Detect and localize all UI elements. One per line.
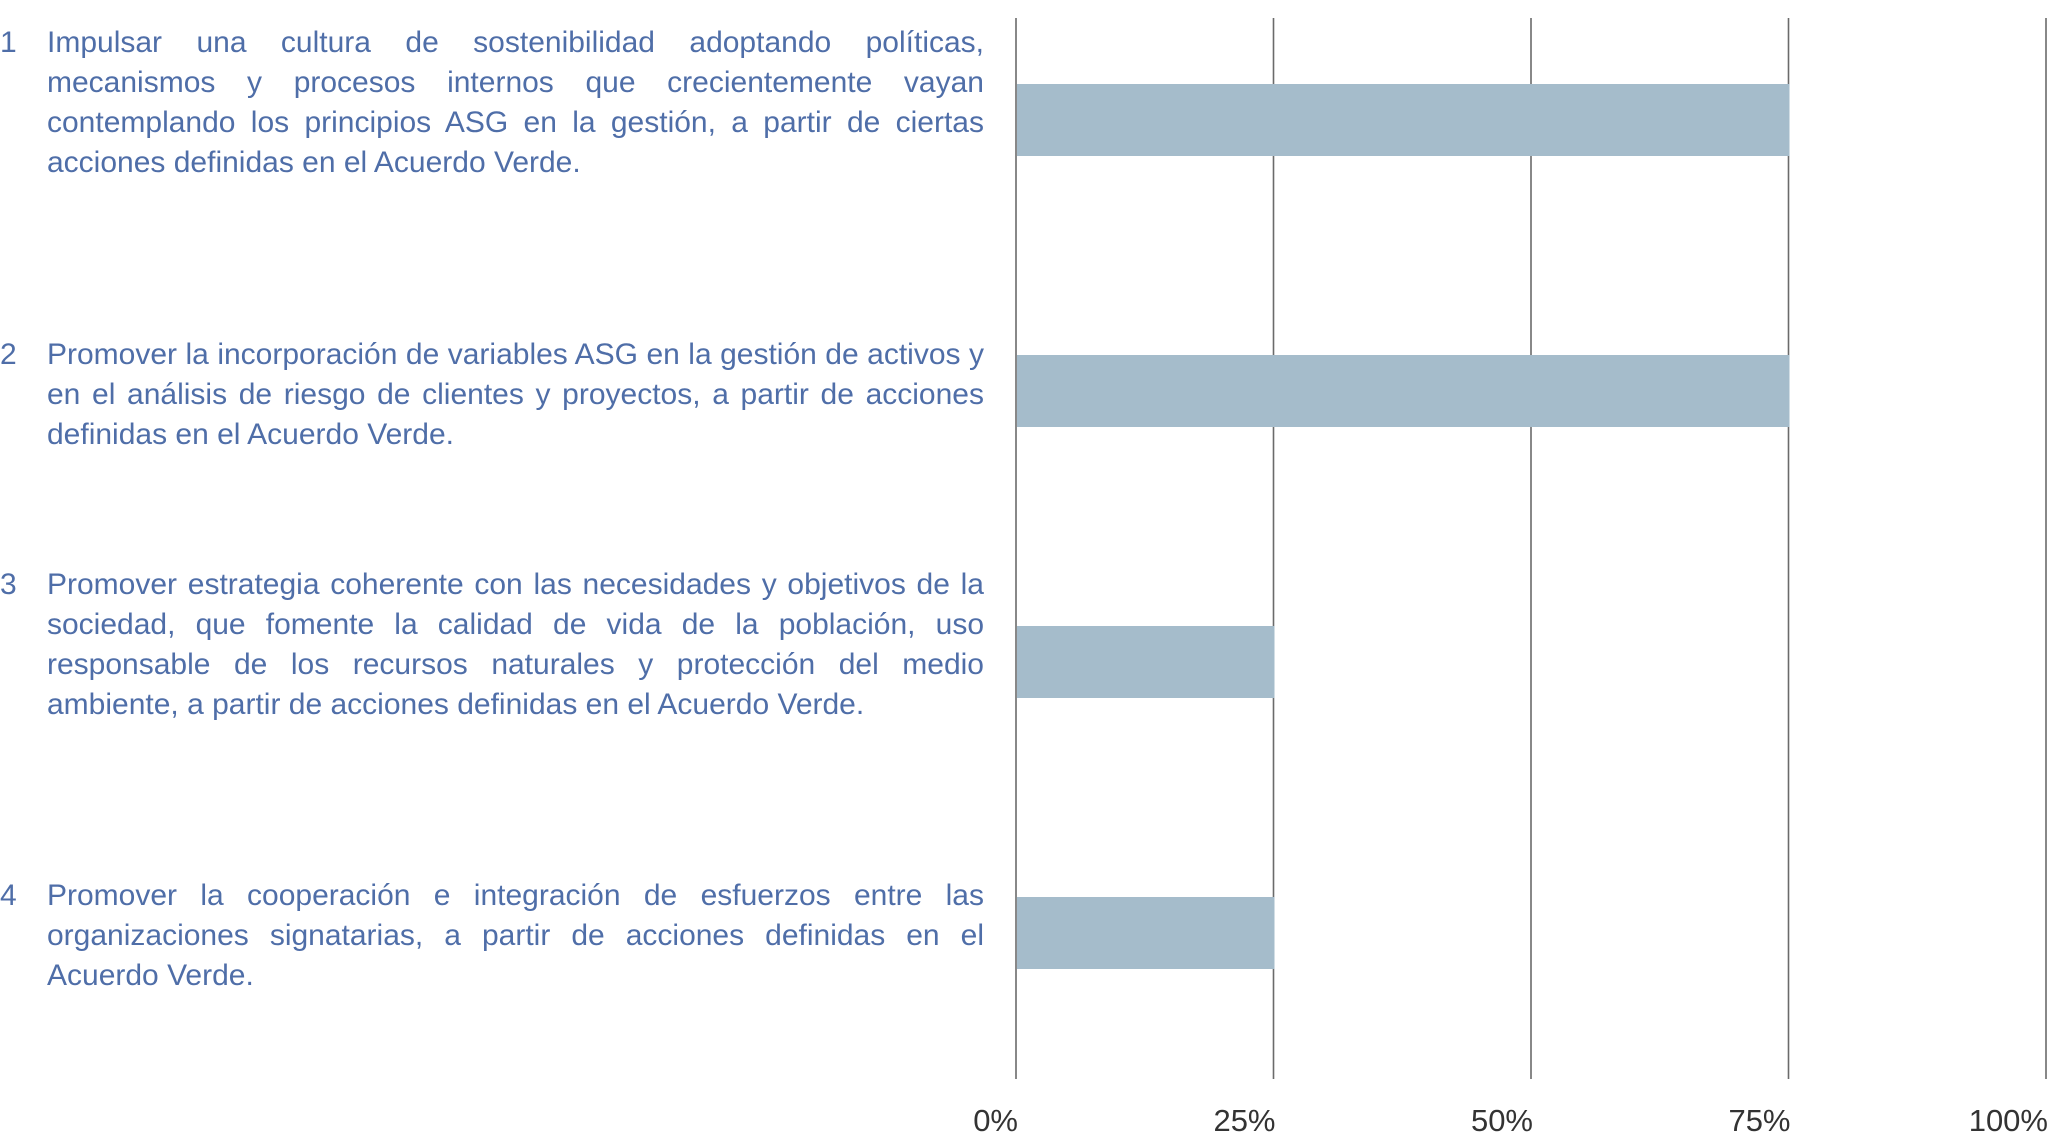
bar [1017, 897, 1275, 969]
x-tick-label: 50% [1471, 1103, 1533, 1138]
category-number: 2 [0, 338, 17, 371]
bar [1017, 84, 1790, 156]
x-tick-label: 25% [1213, 1103, 1275, 1138]
category-text: Promover la incorporación de variables A… [47, 338, 984, 451]
category-number: 4 [0, 879, 17, 912]
category-label: 4 Promover la cooperación e integración d… [0, 876, 984, 996]
x-tick-label: 75% [1728, 1103, 1790, 1138]
category-label: 2 Promover la incorporación de variables … [0, 335, 984, 455]
category-text: Impulsar una cultura de sostenibilidad a… [47, 26, 984, 179]
category-text: Promover la cooperación e integración de… [47, 879, 984, 992]
bar [1017, 626, 1275, 698]
category-label: 1 Impulsar una cultura de sostenibilidad … [0, 23, 984, 183]
category-number: 3 [0, 568, 17, 601]
x-tick-label: 100% [1969, 1103, 2048, 1138]
category-text: Promover estrategia coherente con las ne… [47, 568, 984, 721]
x-tick-label: 0% [973, 1103, 1018, 1138]
category-label: 3 Promover estrategia coherente con las n… [0, 565, 984, 725]
category-number: 1 [0, 26, 17, 59]
bar [1017, 355, 1790, 427]
